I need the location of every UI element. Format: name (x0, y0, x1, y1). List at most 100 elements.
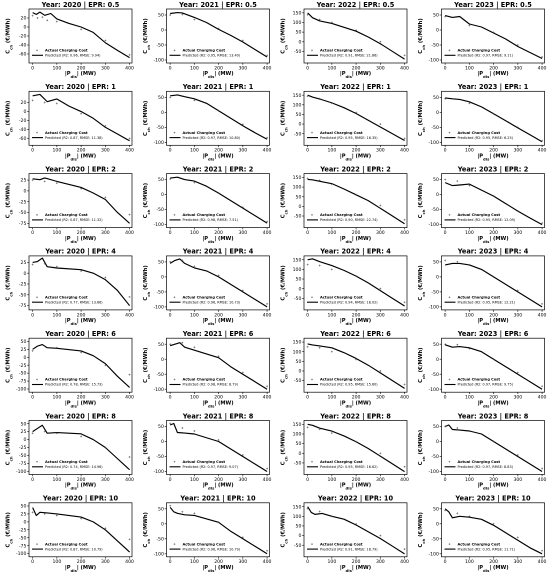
legend-label-actual: Actual Charging Cost (320, 378, 363, 382)
x-tick-label: 0 (31, 559, 34, 565)
actual-point (128, 295, 131, 298)
x-tick-label: 200 (214, 559, 223, 565)
x-tick-label: 0 (31, 312, 34, 318)
subplot: Year: 2023 | EPR: 6 0 100 200 300 400 -100 -50 0… (418, 330, 547, 408)
legend-marker-actual (311, 131, 313, 134)
y-tick-label: 0 (161, 28, 164, 34)
x-tick-label: 200 (489, 148, 498, 154)
legend-label-predicted: Predicted (R2: 0.94, RMSE: 18.02) (320, 300, 378, 304)
y-tick-label: 0 (161, 439, 164, 445)
actual-point (516, 289, 519, 292)
actual-point (43, 180, 46, 183)
subplot: Year: 2023 | EPR: 10 0 100 200 300 400 -100 -50… (418, 495, 547, 573)
y-tick-label: 0 (298, 369, 301, 375)
subplot-title: Year: 2020 | EPR: 6 (44, 330, 116, 339)
x-tick-label: 200 (489, 395, 498, 401)
y-axis-label: Cch (€/MWh) (418, 512, 426, 547)
y-tick-label: 50 (158, 506, 164, 512)
x-axis-label: |Pdis| (MW) (477, 565, 508, 573)
plot-frame (303, 8, 408, 64)
actual-point (80, 435, 83, 438)
subplot: Year: 2020 | EPR: 6 0 100 200 300 400 -100 -75 -… (6, 330, 135, 408)
predicted-line (170, 94, 268, 140)
plot-frame (303, 337, 408, 393)
actual-point (41, 16, 44, 19)
subplot-title: Year: 2022 | EPR: 2 (319, 165, 391, 174)
y-tick-label: -50 (294, 543, 302, 549)
legend-marker-actual (173, 296, 176, 299)
actual-point (241, 536, 244, 539)
plot-frame (303, 255, 408, 311)
actual-point (379, 534, 382, 537)
actual-point (355, 440, 358, 443)
actual-point (55, 346, 58, 349)
actual-point (355, 111, 358, 114)
predicted-line (32, 424, 130, 471)
x-tick-label: 300 (513, 230, 522, 236)
x-tick-label: 300 (101, 65, 110, 71)
plot-frame (166, 8, 270, 64)
y-tick-label: 0 (298, 39, 301, 45)
y-tick-label: 0 (161, 357, 164, 363)
y-tick-label: -100 (428, 469, 439, 475)
x-tick-label: 200 (214, 230, 223, 236)
legend-marker-actual (448, 296, 451, 299)
actual-point (104, 276, 107, 279)
y-tick-label: -100 (428, 140, 439, 146)
x-tick-label: 0 (169, 230, 172, 236)
y-tick-label: -100 (428, 222, 439, 228)
actual-point (318, 264, 321, 267)
y-tick-label: -25 (19, 199, 27, 205)
x-tick-label: 300 (376, 477, 385, 483)
y-tick-label: -100 (153, 387, 164, 393)
actual-point (128, 456, 131, 459)
y-tick-label: 0 (436, 192, 439, 198)
actual-point (217, 355, 220, 358)
x-tick-label: 300 (376, 65, 385, 71)
y-axis-label: Cch (€/MWh) (6, 101, 14, 136)
x-tick-label: 0 (31, 395, 34, 401)
predicted-line (169, 258, 268, 308)
x-tick-label: 400 (538, 230, 547, 236)
actual-point (468, 263, 471, 266)
y-tick-label: 20 (21, 16, 27, 22)
x-axis-label: |Pdis| (MW) (477, 236, 508, 244)
x-tick-label: 200 (352, 477, 361, 483)
subplot-title: Year: 2020 | EPR: 4 (44, 248, 116, 257)
x-tick-label: 100 (327, 312, 336, 318)
legend-label-actual: Actual Charging Cost (183, 542, 226, 546)
y-tick-label: -100 (16, 387, 27, 393)
x-tick-label: 0 (444, 559, 447, 565)
subplot: Year: 2022 | EPR: 10 0 100 200 300 400 -50 0 50 1… (281, 495, 410, 573)
legend-label-predicted: Predicted (R2: 0.97, RMSE: 8.83) (458, 465, 514, 469)
actual-point (80, 517, 83, 520)
x-tick-label: 300 (238, 148, 247, 154)
actual-point (55, 514, 58, 517)
legend-label-actual: Actual Charging Cost (183, 131, 226, 135)
x-tick-label: 100 (327, 230, 336, 236)
y-tick-label: -25 (19, 527, 27, 533)
actual-point (169, 178, 172, 180)
y-tick-label: 0 (436, 28, 439, 34)
y-tick-label: 100 (293, 102, 302, 108)
x-tick-label: 400 (538, 312, 547, 318)
y-tick-label: 50 (433, 13, 439, 19)
x-tick-label: 100 (190, 477, 199, 483)
x-tick-label: 300 (238, 477, 247, 483)
actual-point (31, 349, 34, 352)
actual-point (379, 287, 382, 290)
y-tick-label: 50 (296, 30, 302, 36)
y-tick-label: -100 (153, 222, 164, 228)
x-tick-label: 100 (327, 65, 336, 71)
legend-label-actual: Actual Charging Cost (45, 378, 88, 382)
actual-point (31, 511, 34, 514)
plot-frame (303, 173, 408, 228)
y-tick-label: 50 (296, 359, 302, 365)
y-tick-label: -100 (153, 469, 164, 475)
y-tick-label: 50 (21, 504, 27, 510)
subplot: Year: 2022 | EPR: 1 0 100 200 300 400 -50 0 50 10… (281, 83, 410, 161)
actual-point (169, 96, 172, 99)
actual-point (318, 179, 321, 182)
subplot: Year: 2020 | EPR: 10 0 100 200 300 400 -100 -75… (6, 495, 135, 573)
actual-point (266, 136, 269, 139)
